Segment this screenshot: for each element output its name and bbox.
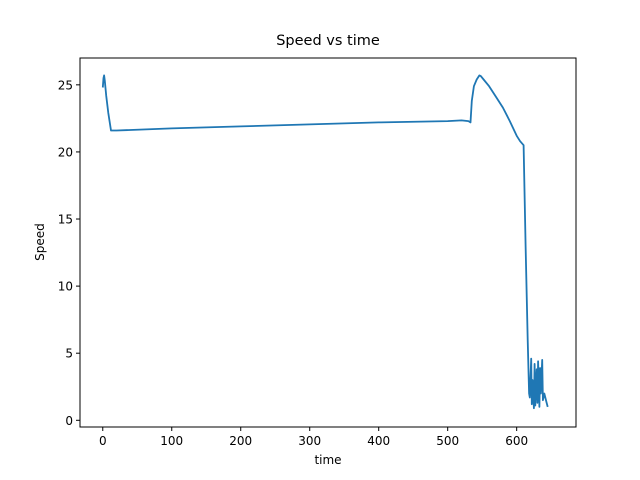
x-tick-label: 0 [99,434,107,448]
y-tick-label: 10 [58,280,73,294]
y-axis-ticks: 0 5 10 15 20 25 [58,78,80,428]
y-tick-label: 5 [65,347,73,361]
y-tick-label: 0 [65,414,73,428]
y-tick-label: 20 [58,145,73,159]
axes-frame [79,57,577,428]
x-tick-label: 100 [160,434,183,448]
x-axis-label: time [314,453,342,467]
x-axis-ticks: 0 100 200 300 400 500 600 [99,427,528,448]
y-tick-label: 15 [58,213,73,227]
speed-line [101,74,549,410]
x-tick-label: 200 [229,434,252,448]
x-tick-label: 600 [505,434,528,448]
x-tick-label: 500 [436,434,459,448]
x-tick-label: 400 [367,434,390,448]
x-tick-label: 300 [298,434,321,448]
chart-title: Speed vs time [276,33,380,49]
y-tick-label: 25 [58,78,73,92]
speed-series-line [101,74,549,410]
